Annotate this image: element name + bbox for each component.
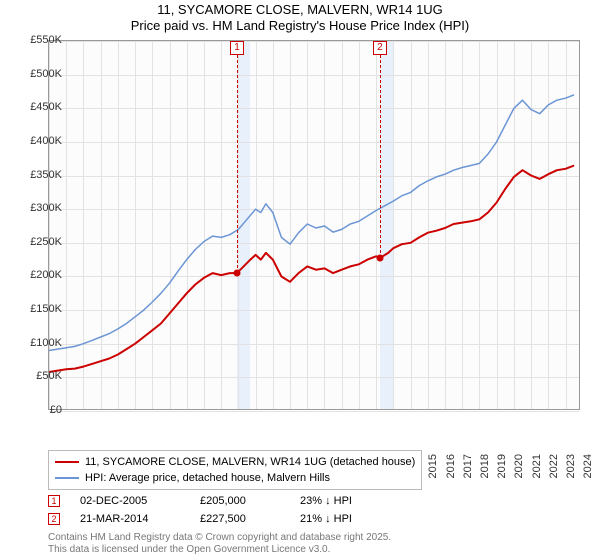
x-tick-label: 2015	[427, 454, 439, 484]
y-tick-label: £450K	[30, 101, 62, 113]
sales-table: 1 02-DEC-2005 £205,000 23% ↓ HPI 2 21-MA…	[48, 492, 400, 528]
legend-label: 11, SYCAMORE CLOSE, MALVERN, WR14 1UG (d…	[85, 456, 415, 468]
x-tick-label: 2018	[479, 454, 491, 484]
y-tick-label: £200K	[30, 269, 62, 281]
legend-swatch	[55, 477, 79, 479]
x-tick-label: 2016	[445, 454, 457, 484]
sale-delta: 23% ↓ HPI	[300, 495, 400, 507]
x-tick-label: 2020	[513, 454, 525, 484]
sale-date: 02-DEC-2005	[80, 495, 180, 507]
sale-marker-icon: 1	[48, 495, 60, 507]
y-tick-label: £100K	[30, 337, 62, 349]
series-price_paid	[49, 166, 574, 373]
y-tick-label: £150K	[30, 303, 62, 315]
series-svg	[49, 41, 581, 411]
sales-row: 2 21-MAR-2014 £227,500 21% ↓ HPI	[48, 510, 400, 528]
credits-line2: This data is licensed under the Open Gov…	[48, 544, 391, 556]
y-tick-label: £350K	[30, 169, 62, 181]
x-tick-label: 2017	[462, 454, 474, 484]
y-tick-label: £550K	[30, 34, 62, 46]
legend: 11, SYCAMORE CLOSE, MALVERN, WR14 1UG (d…	[48, 450, 422, 490]
y-tick-label: £0	[50, 404, 62, 416]
y-tick-label: £300K	[30, 202, 62, 214]
sale-price: £227,500	[200, 513, 280, 525]
sale-price: £205,000	[200, 495, 280, 507]
x-tick-label: 2021	[531, 454, 543, 484]
credits: Contains HM Land Registry data © Crown c…	[48, 532, 391, 556]
legend-item-hpi: HPI: Average price, detached house, Malv…	[55, 470, 415, 486]
sale-date: 21-MAR-2014	[80, 513, 180, 525]
sales-row: 1 02-DEC-2005 £205,000 23% ↓ HPI	[48, 492, 400, 510]
x-tick-label: 2022	[548, 454, 560, 484]
chart-title-line2: Price paid vs. HM Land Registry's House …	[0, 18, 600, 34]
chart-area: 12 1995199619971998199920002001200220032…	[48, 40, 580, 410]
legend-label: HPI: Average price, detached house, Malv…	[85, 472, 330, 484]
chart-container: 11, SYCAMORE CLOSE, MALVERN, WR14 1UG Pr…	[0, 0, 600, 560]
y-tick-label: £250K	[30, 236, 62, 248]
x-tick-label: 2024	[582, 454, 594, 484]
y-tick-label: £50K	[36, 370, 62, 382]
series-hpi	[49, 95, 574, 351]
chart-plot: 12	[48, 40, 580, 410]
chart-marker-2: 2	[373, 41, 387, 55]
y-tick-label: £500K	[30, 68, 62, 80]
chart-title-block: 11, SYCAMORE CLOSE, MALVERN, WR14 1UG Pr…	[0, 0, 600, 33]
chart-marker-1: 1	[230, 41, 244, 55]
x-tick-label: 2019	[496, 454, 508, 484]
y-tick-label: £400K	[30, 135, 62, 147]
legend-item-price-paid: 11, SYCAMORE CLOSE, MALVERN, WR14 1UG (d…	[55, 454, 415, 470]
sale-delta: 21% ↓ HPI	[300, 513, 400, 525]
x-tick-label: 2023	[565, 454, 577, 484]
sale-marker-icon: 2	[48, 513, 60, 525]
legend-swatch	[55, 461, 79, 463]
credits-line1: Contains HM Land Registry data © Crown c…	[48, 532, 391, 544]
chart-title-line1: 11, SYCAMORE CLOSE, MALVERN, WR14 1UG	[0, 2, 600, 18]
